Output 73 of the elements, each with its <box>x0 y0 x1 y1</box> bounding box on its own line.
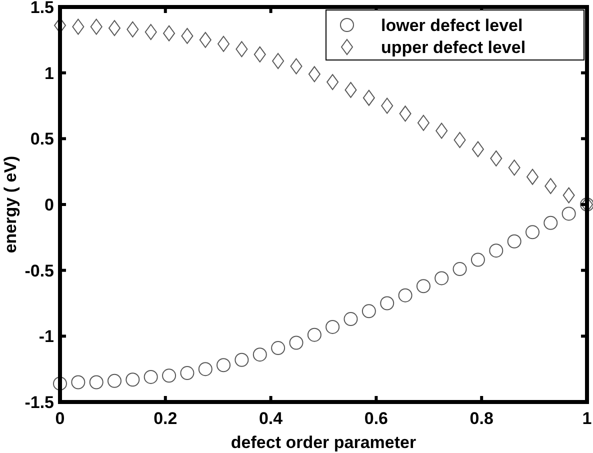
y-tick-label: 0.5 <box>30 130 54 149</box>
point <box>562 187 575 204</box>
point <box>562 206 576 221</box>
point <box>252 348 267 362</box>
point <box>434 271 449 286</box>
point <box>290 58 302 74</box>
x-tick-label: 0.8 <box>470 409 494 428</box>
legend-label: lower defect level <box>381 16 523 35</box>
point <box>198 362 212 376</box>
point <box>308 66 320 82</box>
point <box>489 244 504 258</box>
y-axis-title: energy ( eV) <box>1 156 20 254</box>
point <box>344 82 357 98</box>
point <box>271 341 286 356</box>
point <box>53 376 67 391</box>
point <box>71 375 86 390</box>
point <box>470 252 485 267</box>
point <box>362 304 376 318</box>
point <box>472 141 484 158</box>
point <box>162 368 176 383</box>
x-tick-label: 1 <box>582 409 592 428</box>
point <box>507 234 522 248</box>
point <box>344 312 358 326</box>
point <box>144 24 157 40</box>
point <box>126 21 139 38</box>
x-tick-label: 0.4 <box>258 409 284 428</box>
point <box>416 279 430 294</box>
y-tick-label: 0 <box>44 195 54 214</box>
point <box>107 374 122 388</box>
point <box>90 18 102 35</box>
y-tick-label: -1.5 <box>24 392 54 412</box>
point <box>544 178 557 194</box>
point <box>180 366 194 380</box>
point <box>144 370 158 384</box>
point <box>526 225 540 240</box>
point <box>362 90 375 106</box>
legend-label: upper defect level <box>381 38 526 57</box>
point <box>289 336 304 350</box>
point <box>544 216 558 230</box>
point <box>381 98 394 114</box>
point <box>490 150 502 166</box>
x-axis-title: defect order parameter <box>230 433 416 452</box>
point <box>234 352 249 367</box>
point <box>181 28 194 44</box>
point <box>326 74 339 90</box>
y-tick-label: 1.5 <box>30 0 54 17</box>
point <box>452 262 467 276</box>
x-tick-label: 0.2 <box>154 409 178 428</box>
point <box>272 52 284 69</box>
point <box>307 328 322 342</box>
point <box>72 18 84 35</box>
point <box>417 114 430 131</box>
point <box>380 296 394 310</box>
y-tick-label: -0.5 <box>24 261 54 280</box>
x-tick-label: 0.6 <box>364 409 388 428</box>
point <box>436 122 448 139</box>
point <box>508 160 520 176</box>
point <box>126 372 140 387</box>
point <box>163 25 176 42</box>
point <box>326 320 340 334</box>
point <box>526 168 539 185</box>
point <box>108 20 120 36</box>
point <box>89 375 104 390</box>
point <box>399 106 412 122</box>
point <box>216 358 231 372</box>
point <box>454 132 466 148</box>
y-tick-label: 1 <box>44 64 54 83</box>
point <box>199 32 212 48</box>
point <box>398 288 412 302</box>
point <box>254 46 266 62</box>
point <box>236 41 248 58</box>
y-tick-label: -1 <box>38 327 54 346</box>
point <box>218 36 230 52</box>
